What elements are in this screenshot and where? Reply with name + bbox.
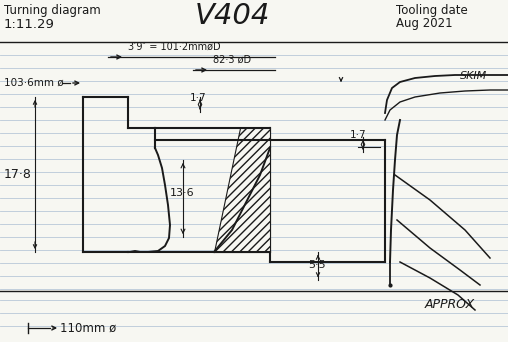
Text: SKIM: SKIM [460, 71, 487, 81]
Text: V404: V404 [195, 2, 270, 30]
Text: 103·6mm ø: 103·6mm ø [4, 78, 63, 88]
Text: 1·7: 1·7 [190, 93, 207, 103]
Text: 13·6: 13·6 [170, 188, 195, 198]
Text: Aug 2021: Aug 2021 [396, 17, 453, 30]
Text: 17·8: 17·8 [4, 169, 32, 182]
Text: 110mm ø: 110mm ø [60, 321, 116, 334]
Text: 82·3 øD: 82·3 øD [213, 55, 251, 65]
Text: 1·7: 1·7 [350, 130, 367, 140]
Text: Turning diagram: Turning diagram [4, 4, 101, 17]
Text: APPROX: APPROX [425, 298, 475, 311]
Text: 5·5: 5·5 [308, 260, 326, 270]
Text: 3′9″ = 101·2mmøD: 3′9″ = 101·2mmøD [128, 42, 220, 52]
Text: 1:11.29: 1:11.29 [4, 18, 55, 31]
Polygon shape [214, 128, 270, 252]
Text: Tooling date: Tooling date [396, 4, 468, 17]
